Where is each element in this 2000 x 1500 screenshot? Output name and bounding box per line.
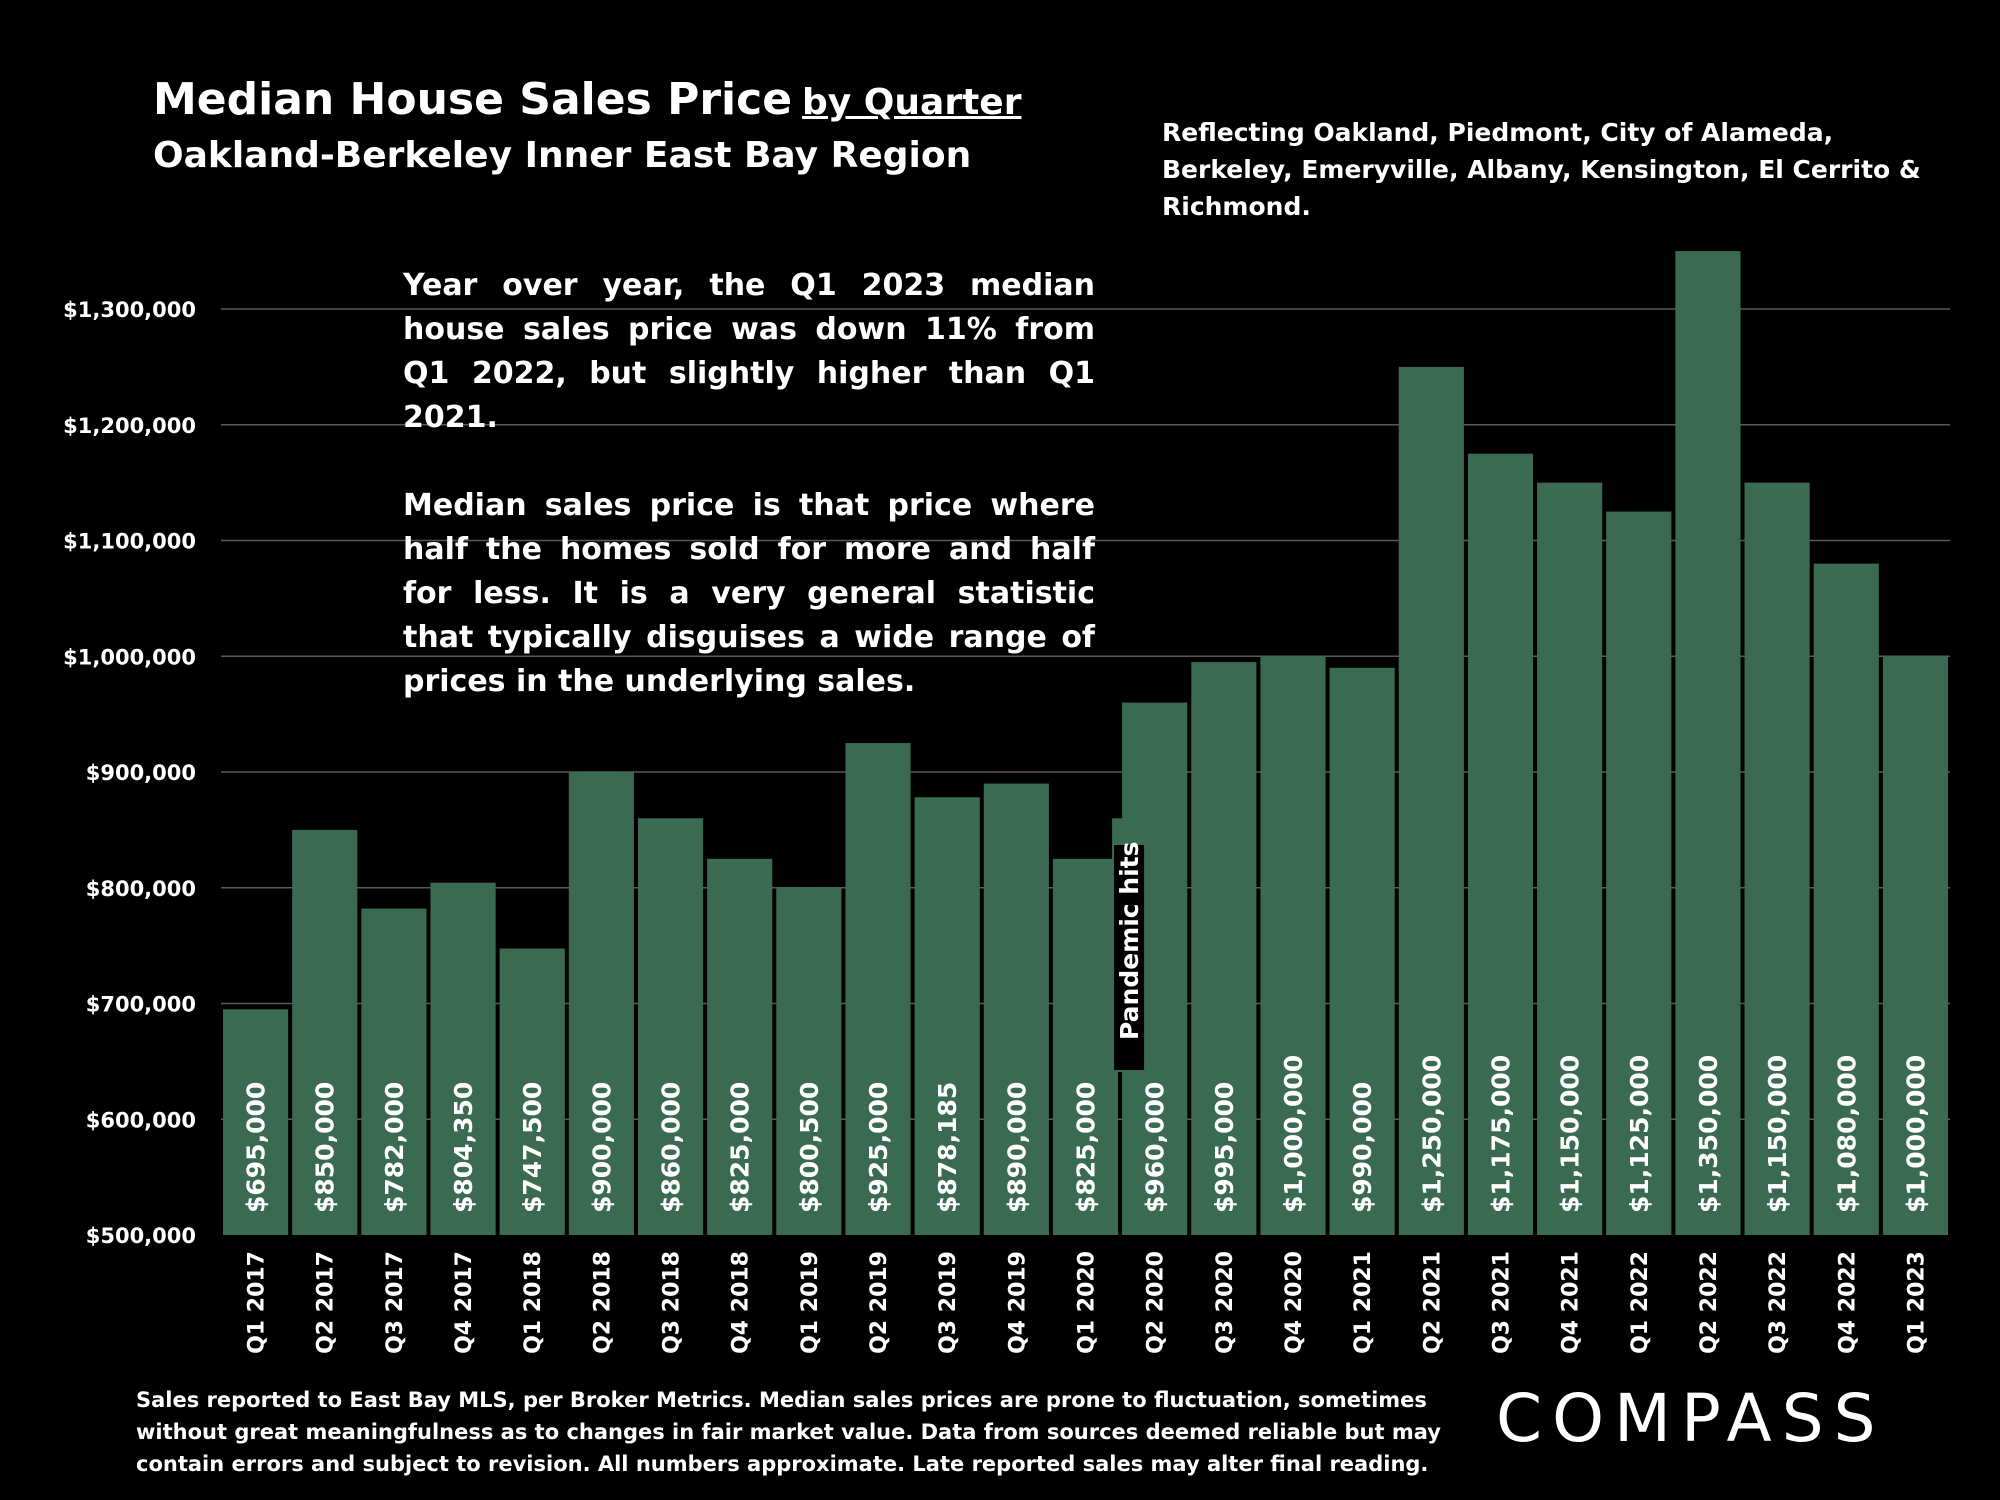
bar-value-label: $1,080,000 [1832,1055,1861,1213]
x-category-label: Q3 2022 [1766,1251,1791,1354]
x-category-label: Q4 2021 [1559,1251,1584,1354]
commentary-paragraph-definition: Median sales price is that price where h… [403,488,1095,699]
bar-value-label: $990,000 [1348,1082,1377,1213]
bar [776,887,842,1235]
x-category-label: Q3 2018 [660,1251,685,1354]
x-category-label: Q4 2018 [729,1251,754,1354]
bar-value-label: $890,000 [1002,1082,1031,1213]
bar [292,829,358,1235]
bar [845,743,911,1235]
annotation-label-background [1114,845,1145,1070]
y-tick-label: $1,000,000 [63,645,196,669]
x-category-label: Q1 2022 [1628,1251,1653,1354]
bar-value-label: $825,000 [726,1082,755,1213]
bar [1398,366,1464,1235]
bar-value-label: $925,000 [864,1082,893,1213]
chart-subtitle: Oakland-Berkeley Inner East Bay Region [153,135,972,176]
bar-value-label: $1,125,000 [1625,1055,1654,1213]
x-category-label: Q4 2020 [1282,1251,1307,1354]
x-category-label: Q1 2020 [1075,1251,1100,1354]
bar [707,858,773,1235]
bar-value-label: $695,000 [242,1082,271,1213]
x-category-label: Q1 2023 [1904,1251,1929,1354]
compass-logo: COMPASS [1496,1380,1886,1457]
footnote: Sales reported to East Bay MLS, per Brok… [136,1388,1441,1476]
y-tick-label: $900,000 [86,761,196,785]
title-block: Median House Sales Price by Quarter Oakla… [153,72,1021,181]
bar [568,772,634,1235]
chart-title: Median House Sales Price by Quarter [153,72,1021,131]
bar [983,783,1049,1235]
bar-value-label: $995,000 [1210,1082,1239,1213]
bar [914,797,980,1235]
x-category-label: Q4 2022 [1835,1251,1860,1354]
bar [1882,656,1948,1235]
bar-value-label: $800,500 [795,1082,824,1213]
chart-title-suffix: by Quarter [802,82,1022,123]
commentary-paragraph-yoy: Year over year, the Q1 2023 median house… [403,268,1095,435]
bar [1260,656,1326,1235]
bar [1537,482,1603,1235]
bar [1813,563,1879,1235]
x-category-label: Q3 2019 [936,1251,961,1354]
bar [637,818,704,1235]
x-category-label: Q1 2019 [798,1251,823,1354]
bar [1675,251,1741,1235]
bar [430,882,496,1235]
y-tick-label: $800,000 [86,877,196,901]
commentary: Year over year, the Q1 2023 median house… [403,264,1095,748]
bar-value-label: $1,000,000 [1279,1055,1308,1213]
bar [1329,667,1395,1235]
y-tick-label: $500,000 [86,1224,196,1248]
x-category-label: Q2 2021 [1420,1251,1445,1354]
y-tick-label: $1,300,000 [63,298,196,322]
bar-value-label: $825,000 [1072,1082,1101,1213]
bar [223,1009,289,1235]
annotation-pandemic-hits: Pandemic hits [1115,841,1144,1040]
bar [1606,511,1672,1235]
y-tick-label: $1,200,000 [63,414,196,438]
x-category-label: Q3 2021 [1489,1251,1514,1354]
x-category-label: Q2 2017 [314,1251,339,1354]
bar-value-label: $850,000 [311,1082,340,1213]
bar-value-label: $1,150,000 [1556,1055,1585,1213]
x-category-label: Q3 2020 [1213,1251,1238,1354]
bar-value-label: $960,000 [1141,1082,1170,1213]
x-category-label: Q3 2017 [383,1251,408,1354]
x-category-label: Q1 2021 [1351,1251,1376,1354]
bar-value-label: $1,350,000 [1694,1055,1723,1213]
chart-title-main: Median House Sales Price [153,74,793,125]
y-tick-label: $600,000 [86,1108,196,1132]
bar [1467,453,1534,1235]
bar-value-label: $860,000 [657,1082,686,1213]
y-tick-label: $1,100,000 [63,530,196,554]
bar-value-label: $804,350 [449,1082,478,1213]
x-category-label: Q4 2019 [1005,1251,1030,1354]
x-category-label: Q1 2017 [245,1251,270,1354]
x-category-label: Q2 2020 [1144,1251,1169,1354]
x-category-label: Q4 2017 [452,1251,477,1354]
y-tick-label: $700,000 [86,993,196,1017]
x-category-label: Q1 2018 [521,1251,546,1354]
x-category-label: Q2 2019 [867,1251,892,1354]
bar [1052,858,1119,1235]
bar-value-label: $878,185 [933,1082,962,1213]
bar [499,948,565,1235]
bar-value-label: $782,000 [380,1082,409,1213]
bar-value-label: $900,000 [587,1082,616,1213]
bar-value-label: $747,500 [518,1082,547,1213]
bar-value-label: $1,150,000 [1763,1055,1792,1213]
bar [361,908,427,1235]
x-category-label: Q2 2018 [590,1251,615,1354]
region-note: Reflecting Oakland, Piedmont, City of Al… [1162,118,1921,221]
bar-value-label: $1,000,000 [1901,1055,1930,1213]
x-category-label: Q2 2022 [1697,1251,1722,1354]
bar-value-label: $1,250,000 [1417,1055,1446,1213]
bar [1744,482,1810,1235]
bar [1191,662,1257,1235]
bar-value-label: $1,175,000 [1486,1055,1515,1213]
